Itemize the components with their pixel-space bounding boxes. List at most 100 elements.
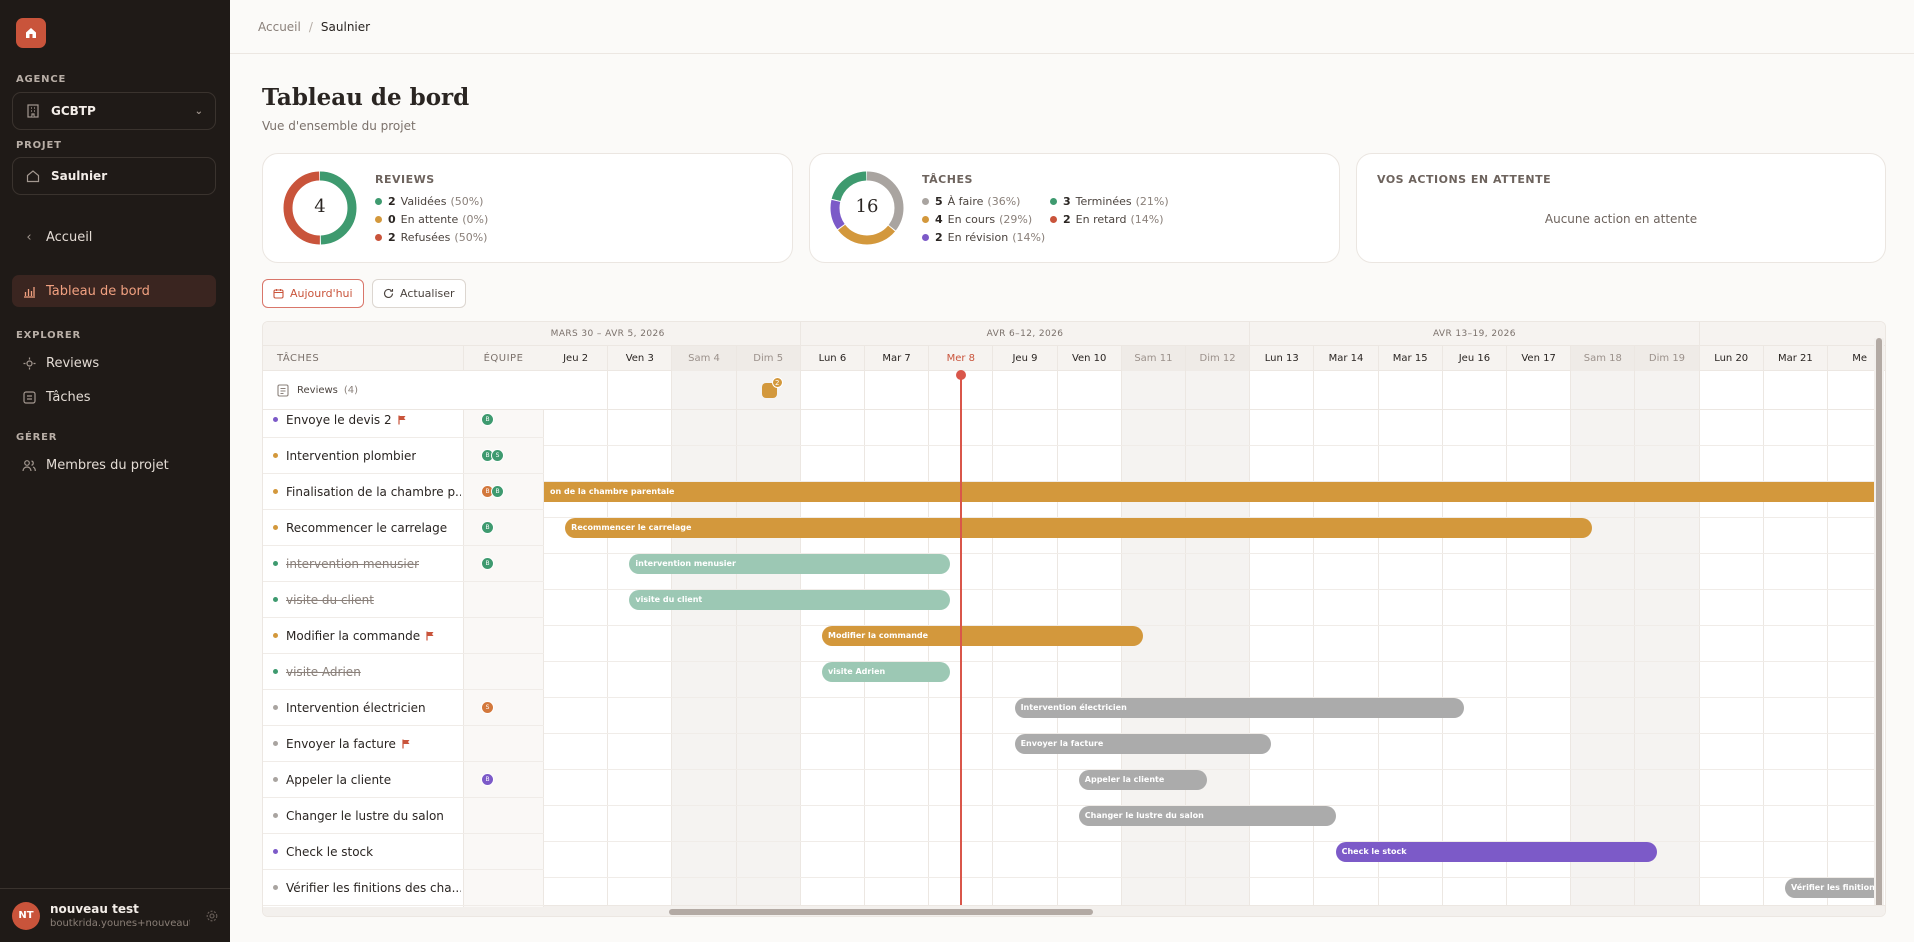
chevron-left-icon: ‹ [26, 229, 32, 245]
gantt-bar[interactable]: Envoyer la facture [1014, 734, 1272, 754]
task-status-dot [273, 777, 278, 782]
gantt-day-label: Ven 17 [1507, 346, 1572, 371]
task-row[interactable]: Finalisation de la chambre p... B B [263, 474, 544, 510]
task-row[interactable]: visite du client [263, 582, 544, 618]
team-member-avatar[interactable]: B [481, 557, 494, 570]
reviews-donut-refusees [283, 171, 357, 245]
sidebar-item-reviews[interactable]: Reviews [12, 347, 216, 379]
user-menu[interactable]: NT nouveau test boutkrida.younes+nouveau… [0, 888, 230, 942]
sidebar-item-reviews-label: Reviews [46, 355, 100, 371]
gantt-reviews-row[interactable]: Reviews (4) [263, 371, 544, 410]
task-row[interactable]: Modifier la commande [263, 618, 544, 654]
task-team: B [481, 521, 494, 534]
tasks-icon [22, 390, 36, 404]
task-name: Recommencer le carrelage [286, 520, 448, 535]
task-status-dot [273, 561, 278, 566]
task-row[interactable]: Envoye le devis 2 B [263, 402, 544, 438]
gantt-bar[interactable]: visite du client [629, 590, 951, 610]
gantt-bar[interactable]: Intervention électricien [1014, 698, 1464, 718]
task-row[interactable]: Check le stock [263, 834, 544, 870]
gantt-bar[interactable]: Vérifier les finitions de [1784, 878, 1877, 898]
refresh-button[interactable]: Actualiser [372, 279, 466, 308]
sidebar-item-tasks[interactable]: Tâches [12, 381, 216, 413]
back-home-link[interactable]: ‹ Accueil [12, 221, 216, 253]
task-row[interactable]: Envoyer la facture [263, 726, 544, 762]
task-row[interactable]: visite Adrien [263, 654, 544, 690]
gantt-task-list: Reviews (4) Envoye le devis 2 B Interventi… [263, 371, 544, 907]
today-marker [956, 370, 967, 380]
refresh-button-label: Actualiser [400, 287, 455, 300]
task-row[interactable]: Appeler la cliente B [263, 762, 544, 798]
gantt-bar[interactable]: intervention menusier [629, 554, 951, 574]
gantt-day-column [1314, 371, 1379, 907]
team-member-avatar[interactable]: S [481, 701, 494, 714]
team-member-avatar[interactable]: B [481, 773, 494, 786]
team-member-avatar[interactable]: B [481, 521, 494, 534]
gantt-bar[interactable]: Check le stock [1335, 842, 1657, 862]
gantt-row-separator [544, 517, 1874, 518]
task-status-dot [273, 885, 278, 890]
project-selector[interactable]: Saulnier [12, 157, 216, 195]
sidebar-item-dashboard[interactable]: Tableau de bord [12, 275, 216, 307]
agency-label: AGENCE [16, 74, 67, 85]
gantt-bar[interactable]: visite Adrien [821, 662, 951, 682]
task-name: Intervention électricien [286, 700, 426, 715]
task-name: Finalisation de la chambre p... [286, 484, 461, 499]
vertical-scrollbar-thumb[interactable] [1876, 338, 1882, 914]
gantt-day-label: Dim 5 [736, 346, 801, 371]
gantt-day-column [1764, 371, 1828, 907]
vertical-scrollbar[interactable] [1874, 338, 1884, 914]
task-row[interactable]: Vérifier les finitions des cha... [263, 870, 544, 906]
gantt-week-label: MARS 30 – AVR 5, 2026 [416, 322, 801, 346]
gantt-row-separator [544, 445, 1874, 446]
task-status-dot [273, 669, 278, 674]
horizontal-scrollbar-thumb[interactable] [669, 909, 1093, 915]
settings-icon[interactable] [206, 910, 218, 922]
team-member-avatar[interactable]: B [481, 413, 494, 426]
gantt-day-label: Ven 3 [608, 346, 673, 371]
gantt-day-label: Jeu 9 [993, 346, 1058, 371]
gantt-bar[interactable]: Modifier la commande [821, 626, 1143, 646]
gantt-day-label: Lun 20 [1700, 346, 1764, 371]
gantt-bar[interactable]: on de la chambre parentale [544, 482, 1877, 502]
task-row[interactable]: Intervention électricien S [263, 690, 544, 726]
team-member-avatar[interactable]: S [491, 449, 504, 462]
page-title: Tableau de bord [262, 84, 470, 111]
breadcrumb-root[interactable]: Accueil [258, 19, 301, 34]
breadcrumb-separator: / [308, 19, 313, 34]
team-member-avatar[interactable]: B [491, 485, 504, 498]
legend-dot [922, 234, 929, 241]
explore-label: EXPLORER [16, 330, 82, 341]
gantt-bar[interactable]: Appeler la cliente [1078, 770, 1208, 790]
gantt-timeline[interactable]: 2 on de la chambre parentale Recommencer l… [544, 370, 1877, 914]
gantt-bar[interactable]: Changer le lustre du salon [1078, 806, 1336, 826]
project-value: Saulnier [51, 169, 108, 183]
agency-selector[interactable]: GCBTP ⌄ [12, 92, 216, 130]
gantt-bar[interactable]: Recommencer le carrelage [565, 518, 1593, 538]
refresh-icon [383, 288, 394, 299]
flag-icon [398, 415, 407, 425]
task-row[interactable]: Changer le lustre du salon [263, 798, 544, 834]
gantt-day-column [1635, 371, 1700, 907]
task-name: visite Adrien [286, 664, 361, 679]
legend-terminees: 3 Terminées (21%) [1050, 195, 1169, 208]
legend-dot [375, 216, 382, 223]
task-row[interactable]: Recommencer le carrelage B [263, 510, 544, 546]
gantt-review-marker-icon[interactable] [761, 383, 777, 398]
app-logo[interactable] [16, 18, 46, 48]
user-name: nouveau test [50, 902, 139, 916]
task-status-dot [273, 597, 278, 602]
legend-dot [1050, 216, 1057, 223]
horizontal-scrollbar[interactable] [263, 905, 1885, 916]
task-row[interactable]: Intervention plombier B S [263, 438, 544, 474]
gantt-chart: MARS 30 – AVR 5, 2026 AVR 6–12, 2026 AVR 1… [262, 321, 1886, 917]
task-name: Envoye le devis 2 [286, 412, 392, 427]
task-status-dot [273, 417, 278, 422]
sidebar-item-members[interactable]: Membres du projet [12, 449, 216, 481]
gantt-day-label: Mar 7 [865, 346, 930, 371]
building-icon [25, 103, 41, 119]
gantt-row-separator [544, 733, 1874, 734]
today-button[interactable]: Aujourd'hui [262, 279, 364, 308]
task-row[interactable]: intervention menusier B [263, 546, 544, 582]
